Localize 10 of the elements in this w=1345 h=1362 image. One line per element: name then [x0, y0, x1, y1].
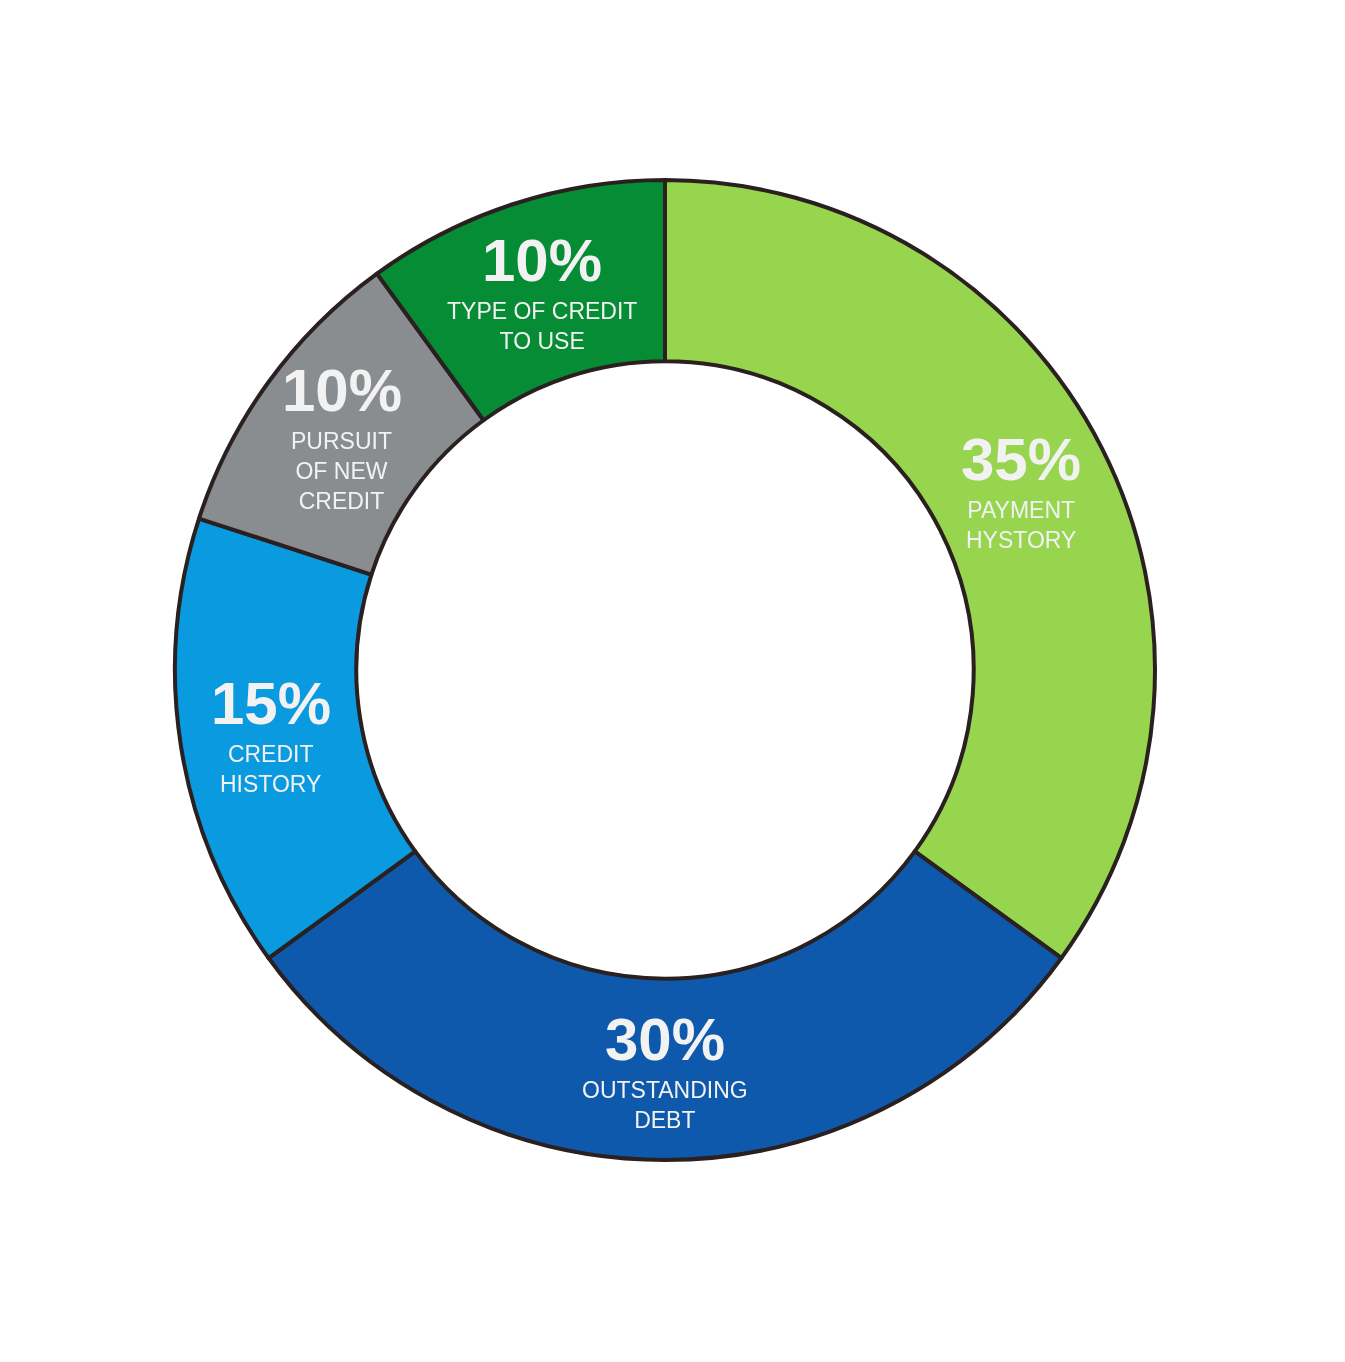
data-label: 10% — [282, 357, 403, 424]
data-label: 15% — [211, 670, 332, 737]
slice-label: OUTSTANDING DEBT — [582, 1077, 748, 1133]
slice-label: PURSUIT OF NEW CREDIT — [291, 428, 392, 514]
data-label: 30% — [605, 1006, 726, 1073]
slice-label: TYPE OF CREDIT TO USE — [447, 298, 638, 354]
data-label: 35% — [961, 426, 1082, 493]
slice-label: PAYMENT HYSTORY — [966, 497, 1077, 553]
data-label: 10% — [482, 227, 603, 294]
slice-label: CREDIT HISTORY — [220, 741, 322, 797]
